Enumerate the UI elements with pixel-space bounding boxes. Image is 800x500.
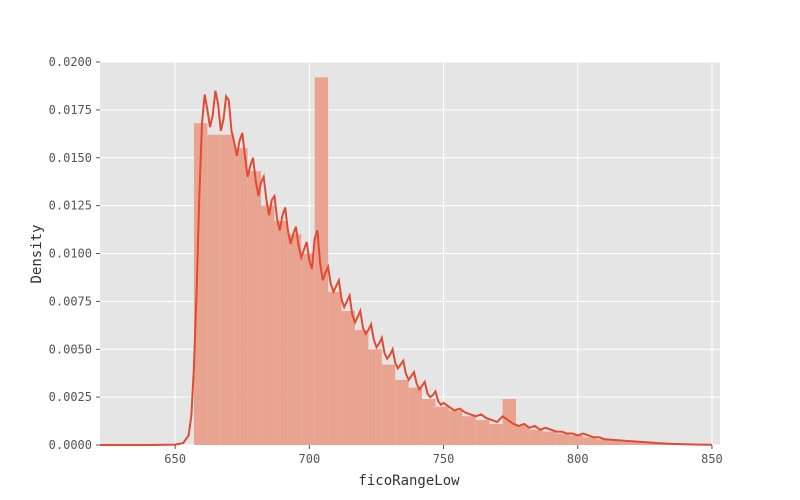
y-axis-label: Density (29, 224, 45, 283)
histogram-bar (381, 364, 396, 445)
histogram-bar (462, 416, 476, 445)
histogram-bar (583, 437, 597, 445)
histogram-bar (609, 440, 624, 445)
histogram-bar (556, 433, 570, 445)
y-tick-label: 0.0125 (49, 199, 92, 213)
y-axis: 0.0000 0.0025 0.0050 0.0075 0.0100 0.0125 0.01… (49, 55, 100, 452)
histogram-bar (220, 134, 235, 445)
histogram-bar (636, 442, 651, 445)
histogram-bar (542, 431, 557, 445)
y-tick-label: 0.0050 (49, 342, 92, 356)
histogram-bar (569, 435, 584, 445)
histogram-bar (489, 423, 503, 445)
histogram-bar (207, 134, 221, 445)
histogram-bars (193, 77, 712, 446)
histogram-bar (448, 410, 463, 445)
histogram-bar (341, 310, 355, 445)
y-tick-label: 0.0000 (49, 438, 92, 452)
x-axis: 650 700 750 800 850 (164, 445, 723, 466)
x-tick-label: 700 (299, 452, 321, 466)
y-tick-label: 0.0025 (49, 390, 92, 404)
histogram-bar (435, 406, 449, 445)
histogram-bar (274, 220, 288, 445)
histogram-bar (301, 253, 315, 445)
histogram-bar (596, 439, 610, 445)
x-tick-label: 800 (567, 452, 589, 466)
y-tick-label: 0.0075 (49, 294, 92, 308)
x-tick-label: 750 (433, 452, 455, 466)
histogram-bar (287, 234, 302, 445)
y-tick-label: 0.0100 (49, 247, 92, 261)
y-tick-label: 0.0200 (49, 55, 92, 69)
histogram-bar (328, 291, 342, 445)
histogram-bar (650, 443, 664, 445)
histogram-bar (475, 420, 490, 445)
kde-line (100, 90, 712, 446)
x-axis-label: ficoRangeLow (358, 473, 460, 489)
histogram-bar (395, 379, 409, 445)
histogram-bar (314, 77, 329, 445)
y-tick-label: 0.0150 (49, 151, 92, 165)
histogram-bar (247, 171, 262, 445)
histogram-bar (368, 349, 382, 445)
histogram-bar (234, 148, 248, 446)
histogram-bar (422, 399, 436, 445)
histogram-bar (193, 123, 208, 445)
histogram-bar (408, 387, 423, 445)
x-tick-label: 850 (701, 452, 723, 466)
histogram-bar (623, 441, 637, 445)
histogram-bar (261, 205, 275, 445)
x-tick-label: 650 (164, 452, 186, 466)
histogram-bar (354, 330, 369, 445)
histogram-bar (529, 429, 543, 445)
y-tick-label: 0.0175 (49, 103, 92, 117)
histogram-bar (516, 425, 530, 445)
